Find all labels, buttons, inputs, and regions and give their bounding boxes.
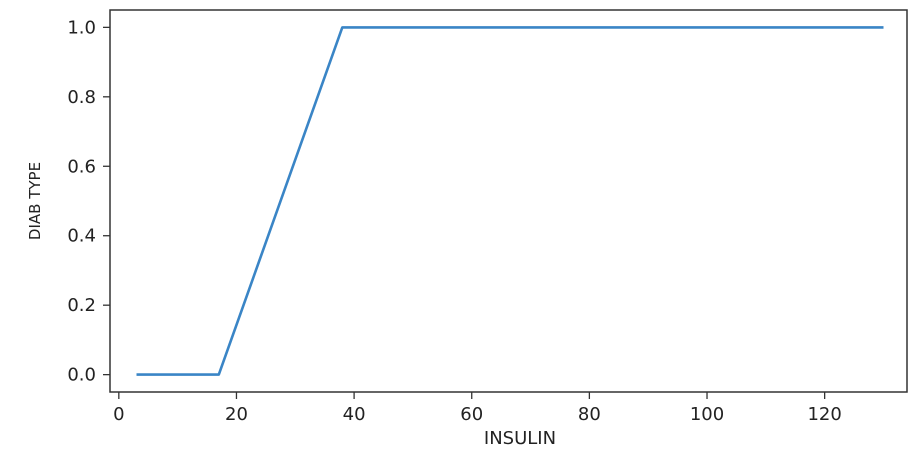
x-tick-label: 80: [578, 404, 601, 425]
y-tick-label: 0.2: [67, 295, 96, 316]
series-line-0: [136, 26, 884, 376]
series-group: [136, 26, 884, 376]
y-tick-label: 0.4: [67, 226, 96, 247]
x-tick-label: 60: [460, 404, 483, 425]
x-axis-ticks: 0 20 40 60 80 100 120: [113, 392, 842, 425]
y-axis-ticks: 0.0 0.2 0.4 0.6 0.8 1.0: [67, 17, 110, 386]
y-tick-label: 0.8: [67, 87, 96, 108]
plot-area: [109, 9, 908, 393]
x-tick-label: 40: [343, 404, 366, 425]
y-tick-label: 0.0: [67, 365, 96, 386]
x-tick-label: 100: [690, 404, 724, 425]
y-tick-label: 0.6: [67, 156, 96, 177]
x-axis-label: INSULIN: [484, 428, 556, 449]
x-tick-label: 0: [113, 404, 124, 425]
x-tick-label: 120: [807, 404, 841, 425]
y-tick-label: 1.0: [67, 17, 96, 38]
x-tick-label: 20: [225, 404, 248, 425]
y-axis-label: DIAB TYPE: [26, 162, 44, 240]
